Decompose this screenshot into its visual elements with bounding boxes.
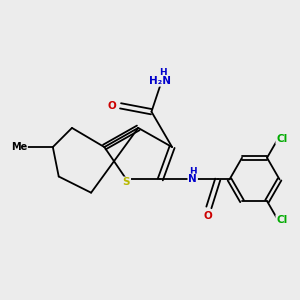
- Text: Cl: Cl: [276, 215, 287, 225]
- Text: S: S: [123, 177, 130, 188]
- Text: Me: Me: [11, 142, 27, 152]
- Text: H: H: [159, 68, 167, 77]
- Text: H: H: [189, 167, 196, 176]
- Text: O: O: [108, 101, 117, 111]
- Text: Cl: Cl: [276, 134, 287, 144]
- Text: H₂N: H₂N: [149, 76, 171, 86]
- Text: N: N: [188, 174, 197, 184]
- Text: O: O: [203, 211, 212, 221]
